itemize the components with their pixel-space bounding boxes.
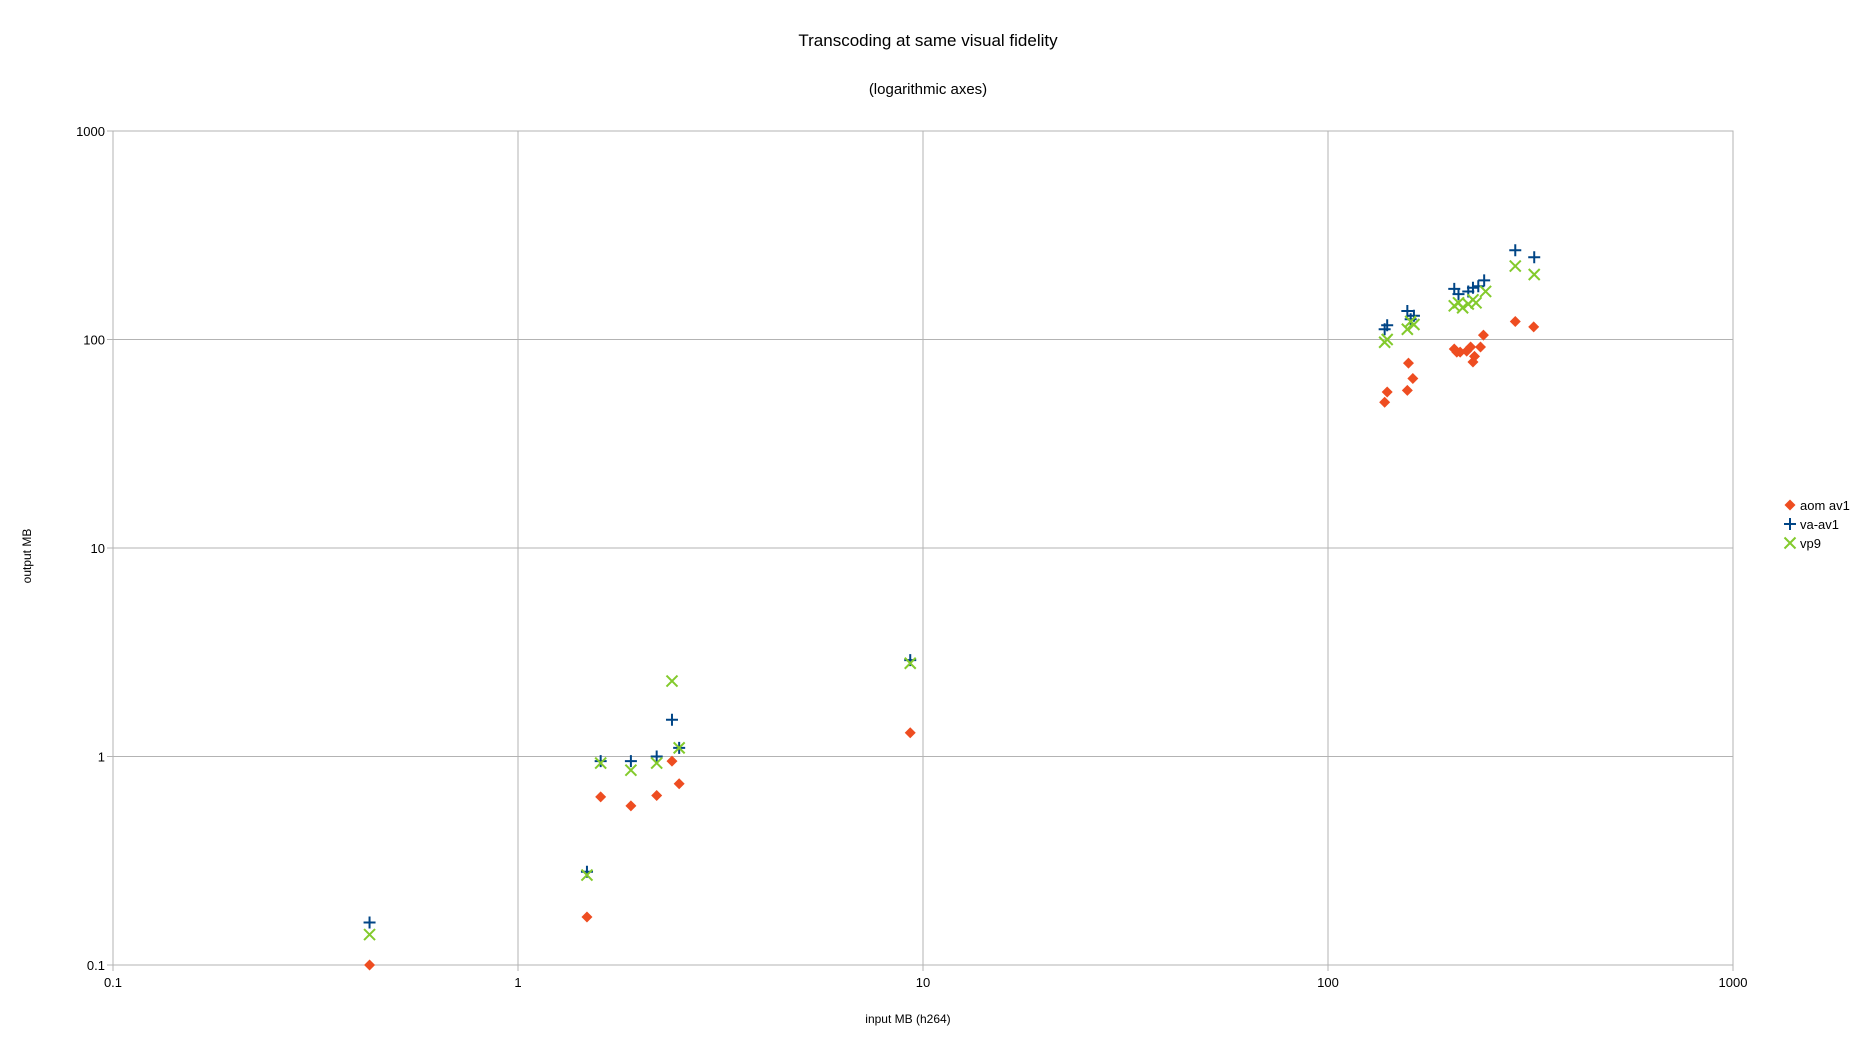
data-point <box>1528 251 1541 264</box>
legend: aom av1 va-av1 vp9 <box>1783 498 1850 551</box>
legend-marker <box>1783 536 1797 550</box>
data-point <box>672 741 686 755</box>
data-point <box>594 756 607 770</box>
data-point <box>665 674 679 688</box>
data-point <box>904 727 916 739</box>
data-point <box>1381 319 1394 332</box>
data-point <box>624 755 637 768</box>
legend-marker <box>1784 499 1796 511</box>
y-axis-label: output MB <box>20 529 34 584</box>
data-point <box>1381 386 1393 398</box>
data-point <box>665 713 678 726</box>
grid-lines <box>112 130 1734 966</box>
data-point <box>1379 396 1391 408</box>
data-point <box>1401 384 1413 396</box>
series-2 <box>363 259 1541 941</box>
data-point <box>363 928 376 941</box>
chart-title: Transcoding at same visual fidelity <box>798 31 1058 50</box>
chart-subtitle: (logarithmic axes) <box>869 81 987 98</box>
legend-marker <box>1784 518 1796 530</box>
x-axis-label: input MB (h264) <box>865 1012 950 1026</box>
data-point <box>1528 268 1541 281</box>
series-0 <box>364 315 1540 971</box>
data-point <box>1456 301 1469 314</box>
data-point <box>1402 357 1414 369</box>
legend-label: va-av1 <box>1800 517 1839 532</box>
data-points <box>363 244 1541 971</box>
data-point <box>581 911 593 923</box>
x-axis-ticks: 0.1 1 10 100 1000 <box>104 965 1748 990</box>
y-tick-label: 0.1 <box>87 958 105 973</box>
data-point <box>1452 288 1465 301</box>
y-tick-label: 100 <box>83 333 105 348</box>
x-tick-label: 0.1 <box>104 975 122 990</box>
legend-label: aom av1 <box>1800 498 1850 513</box>
data-point <box>1509 244 1522 257</box>
legend-label: vp9 <box>1800 536 1821 551</box>
data-point <box>1407 318 1421 331</box>
legend-item: aom av1 <box>1784 498 1850 513</box>
data-point <box>1380 333 1394 346</box>
data-point <box>1509 315 1521 327</box>
data-point <box>1528 321 1540 333</box>
x-tick-label: 10 <box>916 975 930 990</box>
data-point <box>1478 274 1491 287</box>
y-tick-label: 10 <box>91 541 105 556</box>
data-point <box>666 755 678 767</box>
y-tick-label: 1000 <box>76 124 105 139</box>
x-tick-label: 1000 <box>1719 975 1748 990</box>
data-point <box>1401 304 1414 317</box>
x-tick-label: 1 <box>514 975 521 990</box>
data-point <box>673 778 685 790</box>
data-point <box>1475 341 1487 353</box>
data-point <box>904 657 917 670</box>
data-point <box>650 750 663 763</box>
data-point <box>624 763 638 777</box>
data-point <box>1407 309 1420 322</box>
legend-item: va-av1 <box>1784 517 1839 532</box>
data-point <box>625 800 637 812</box>
data-point <box>363 916 376 929</box>
data-point <box>1401 323 1414 336</box>
series-1 <box>363 244 1541 929</box>
data-point <box>1472 280 1485 293</box>
data-point <box>594 755 607 768</box>
data-point <box>1465 341 1477 353</box>
y-axis-ticks: 0.1 1 10 100 1000 <box>76 124 113 973</box>
data-point <box>1477 329 1489 341</box>
y-tick-label: 1 <box>98 750 105 765</box>
data-point <box>1407 373 1419 385</box>
x-tick-label: 100 <box>1317 975 1339 990</box>
data-point <box>650 756 663 770</box>
data-point <box>580 868 594 882</box>
data-point <box>1469 296 1483 309</box>
data-point <box>364 959 376 971</box>
data-point <box>651 790 663 802</box>
data-point <box>595 791 607 803</box>
data-point <box>1509 259 1522 273</box>
legend-item: vp9 <box>1783 536 1821 551</box>
data-point <box>1479 285 1492 298</box>
data-point <box>1466 281 1479 294</box>
data-point <box>1468 350 1480 362</box>
